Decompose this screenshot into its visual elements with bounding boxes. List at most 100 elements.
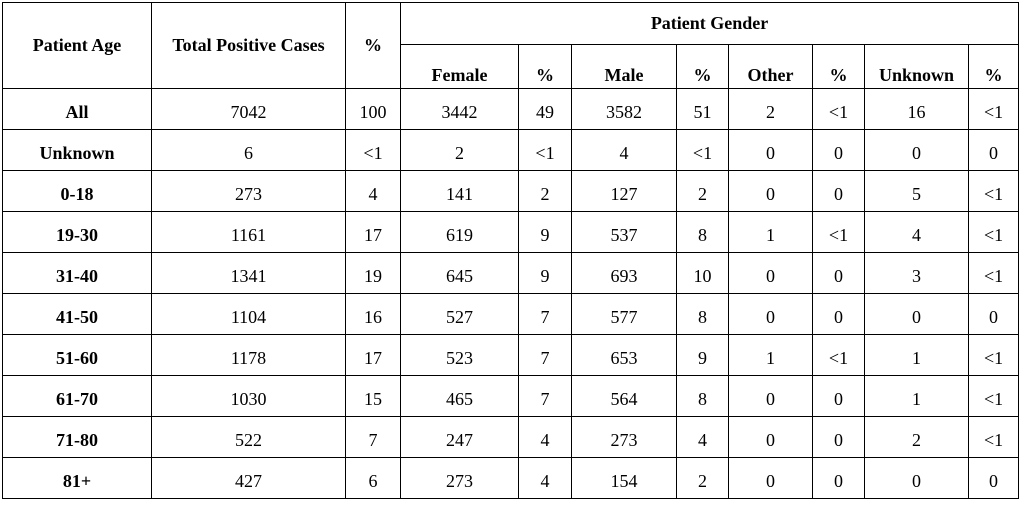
age-cell: 41-50 bbox=[2, 293, 152, 335]
value-cell: 2 bbox=[400, 129, 519, 171]
value-cell: 0 bbox=[812, 416, 865, 458]
header-cell: Male bbox=[571, 44, 677, 89]
value-cell: 7 bbox=[518, 334, 572, 376]
value-cell: 0 bbox=[812, 252, 865, 294]
value-cell: 0 bbox=[864, 129, 969, 171]
value-cell: 8 bbox=[676, 375, 729, 417]
value-cell: 577 bbox=[571, 293, 677, 335]
value-cell: 0 bbox=[812, 170, 865, 212]
value-cell: 1341 bbox=[151, 252, 346, 294]
value-cell: 9 bbox=[518, 252, 572, 294]
value-cell: 1178 bbox=[151, 334, 346, 376]
header-cell: Patient Gender bbox=[399, 2, 1020, 45]
value-cell: 154 bbox=[571, 457, 677, 499]
value-cell: 653 bbox=[571, 334, 677, 376]
table-row: All 7042 100 3442 49 3582 51 2 <1 16 <1 bbox=[2, 88, 1020, 130]
value-cell: 1 bbox=[728, 334, 813, 376]
value-cell: 4 bbox=[676, 416, 729, 458]
value-cell: 273 bbox=[571, 416, 677, 458]
value-cell: 9 bbox=[676, 334, 729, 376]
value-cell: 247 bbox=[400, 416, 519, 458]
age-cell: 31-40 bbox=[2, 252, 152, 294]
value-cell: <1 bbox=[812, 88, 865, 130]
value-cell: <1 bbox=[676, 129, 729, 171]
value-cell: 527 bbox=[400, 293, 519, 335]
value-cell: 1161 bbox=[151, 211, 346, 253]
value-cell: 693 bbox=[571, 252, 677, 294]
value-cell: 19 bbox=[345, 252, 401, 294]
value-cell: 100 bbox=[345, 88, 401, 130]
value-cell: <1 bbox=[967, 170, 1020, 212]
table-row: 51-60 1178 17 523 7 653 9 1 <1 1 <1 bbox=[2, 334, 1020, 376]
age-cell: Unknown bbox=[2, 129, 152, 171]
value-cell: 7042 bbox=[151, 88, 346, 130]
value-cell: 0 bbox=[728, 416, 813, 458]
value-cell: 0 bbox=[812, 129, 865, 171]
value-cell: 619 bbox=[400, 211, 519, 253]
value-cell: 16 bbox=[864, 88, 969, 130]
value-cell: <1 bbox=[967, 252, 1020, 294]
table-row: 31-40 1341 19 645 9 693 10 0 0 3 <1 bbox=[2, 252, 1020, 294]
value-cell: 3442 bbox=[400, 88, 519, 130]
value-cell: 6 bbox=[345, 457, 401, 499]
value-cell: 0 bbox=[812, 375, 865, 417]
table-row: 71-80 522 7 247 4 273 4 0 0 2 <1 bbox=[2, 416, 1020, 458]
value-cell: 522 bbox=[151, 416, 346, 458]
value-cell: 427 bbox=[151, 457, 346, 499]
value-cell: 1 bbox=[864, 334, 969, 376]
value-cell: 645 bbox=[400, 252, 519, 294]
value-cell: <1 bbox=[518, 129, 572, 171]
header-cell: Patient Age bbox=[2, 2, 152, 89]
value-cell: 2 bbox=[728, 88, 813, 130]
value-cell: <1 bbox=[967, 211, 1020, 253]
header-cell: % bbox=[518, 44, 572, 89]
value-cell: 17 bbox=[345, 334, 401, 376]
value-cell: <1 bbox=[967, 334, 1020, 376]
table-row: 41-50 1104 16 527 7 577 8 0 0 0 0 bbox=[2, 293, 1020, 335]
table-row: 0-18 273 4 141 2 127 2 0 0 5 <1 bbox=[2, 170, 1020, 212]
value-cell: 0 bbox=[728, 252, 813, 294]
value-cell: 49 bbox=[518, 88, 572, 130]
value-cell: 0 bbox=[812, 457, 865, 499]
age-cell: 61-70 bbox=[2, 375, 152, 417]
header-cell: % bbox=[345, 2, 401, 89]
value-cell: 51 bbox=[676, 88, 729, 130]
header-cell: Other bbox=[728, 44, 813, 89]
value-cell: 10 bbox=[676, 252, 729, 294]
value-cell: 465 bbox=[400, 375, 519, 417]
value-cell: <1 bbox=[967, 416, 1020, 458]
value-cell: 4 bbox=[864, 211, 969, 253]
value-cell: 1030 bbox=[151, 375, 346, 417]
value-cell: <1 bbox=[812, 211, 865, 253]
value-cell: 141 bbox=[400, 170, 519, 212]
table-row: Unknown 6 <1 2 <1 4 <1 0 0 0 0 bbox=[2, 129, 1020, 171]
cases-table: Patient Age Total Positive Cases % Patie… bbox=[2, 2, 1020, 499]
value-cell: 6 bbox=[151, 129, 346, 171]
value-cell: 17 bbox=[345, 211, 401, 253]
value-cell: 0 bbox=[864, 457, 969, 499]
value-cell: 2 bbox=[864, 416, 969, 458]
value-cell: 9 bbox=[518, 211, 572, 253]
value-cell: 0 bbox=[728, 293, 813, 335]
value-cell: 8 bbox=[676, 293, 729, 335]
value-cell: 4 bbox=[518, 457, 572, 499]
table-row: 81+ 427 6 273 4 154 2 0 0 0 0 bbox=[2, 457, 1020, 499]
header-cell: % bbox=[676, 44, 729, 89]
table-row: 61-70 1030 15 465 7 564 8 0 0 1 <1 bbox=[2, 375, 1020, 417]
value-cell: 5 bbox=[864, 170, 969, 212]
value-cell: <1 bbox=[967, 375, 1020, 417]
value-cell: 127 bbox=[571, 170, 677, 212]
header-cell: Female bbox=[400, 44, 519, 89]
value-cell: 2 bbox=[676, 457, 729, 499]
table-row: 19-30 1161 17 619 9 537 8 1 <1 4 <1 bbox=[2, 211, 1020, 253]
value-cell: <1 bbox=[967, 88, 1020, 130]
age-cell: All bbox=[2, 88, 152, 130]
value-cell: 3582 bbox=[571, 88, 677, 130]
value-cell: 0 bbox=[728, 375, 813, 417]
value-cell: 7 bbox=[345, 416, 401, 458]
header-cell: % bbox=[812, 44, 865, 89]
age-cell: 71-80 bbox=[2, 416, 152, 458]
value-cell: 4 bbox=[518, 416, 572, 458]
value-cell: <1 bbox=[345, 129, 401, 171]
header-cell: Total Positive Cases bbox=[151, 2, 346, 89]
